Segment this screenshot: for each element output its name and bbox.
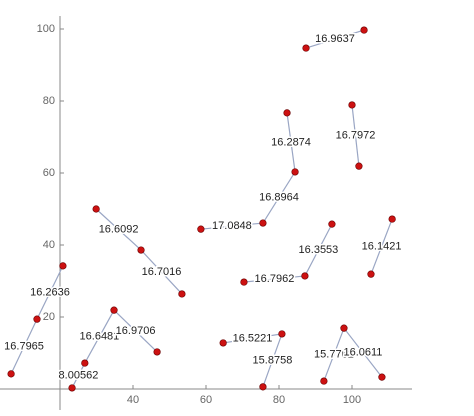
distance-label: 16.9706 — [116, 325, 156, 337]
point — [110, 306, 118, 314]
point — [367, 270, 375, 278]
distance-label: 17.0848 — [212, 220, 252, 232]
segment-line — [200, 112, 296, 230]
point — [291, 168, 299, 176]
x-tick-label: 60 — [200, 394, 212, 406]
point — [197, 225, 205, 233]
point — [137, 246, 145, 254]
point — [68, 384, 76, 392]
y-tick-label: 40 — [43, 239, 55, 251]
y-tick-label: 60 — [43, 167, 55, 179]
point — [33, 315, 41, 323]
point — [302, 44, 310, 52]
segment-line — [370, 218, 393, 275]
point — [320, 377, 328, 385]
distance-label: 8.00562 — [59, 369, 99, 381]
point — [340, 324, 348, 332]
distance-label: 15.8758 — [253, 354, 293, 366]
point — [259, 383, 267, 391]
point — [378, 373, 386, 381]
distance-label: 16.1421 — [362, 241, 402, 253]
x-tick-label: 100 — [343, 394, 361, 406]
distance-label: 16.2874 — [271, 136, 311, 148]
segment-line — [71, 309, 158, 389]
point — [219, 339, 227, 347]
point — [355, 162, 363, 170]
point — [92, 205, 100, 213]
distance-label: 16.2636 — [30, 286, 70, 298]
point — [7, 370, 15, 378]
segment-line — [351, 104, 360, 167]
y-tick-label: 20 — [43, 311, 55, 323]
x-tick-label: 80 — [273, 394, 285, 406]
distance-label: 16.3553 — [299, 244, 339, 256]
distance-label: 16.6092 — [99, 223, 139, 235]
x-tick-label: 40 — [127, 394, 139, 406]
distance-label: 16.7965 — [4, 340, 44, 352]
y-tick-label: 100 — [37, 23, 55, 35]
point — [240, 278, 248, 286]
point — [388, 215, 396, 223]
point — [283, 109, 291, 117]
distance-label: 16.6481 — [80, 331, 120, 343]
distance-label: 16.0611 — [343, 347, 382, 359]
distance-label: 16.9637 — [315, 33, 355, 45]
point — [301, 272, 309, 280]
segment-line — [305, 29, 365, 49]
distance-label: 16.7016 — [142, 266, 182, 278]
point — [59, 262, 67, 270]
y-tick-label: 80 — [43, 95, 55, 107]
point — [178, 290, 186, 298]
distance-label: 15.7762 — [314, 349, 354, 361]
distance-label: 16.7962 — [255, 273, 295, 285]
point — [259, 219, 267, 227]
point — [81, 359, 89, 367]
point — [153, 348, 161, 356]
point — [278, 330, 286, 338]
distance-label: 16.5221 — [233, 332, 273, 344]
distance-label: 16.8964 — [259, 191, 299, 203]
distance-label: 16.7972 — [336, 129, 376, 141]
point — [360, 26, 368, 34]
point — [328, 220, 336, 228]
point — [348, 101, 356, 109]
